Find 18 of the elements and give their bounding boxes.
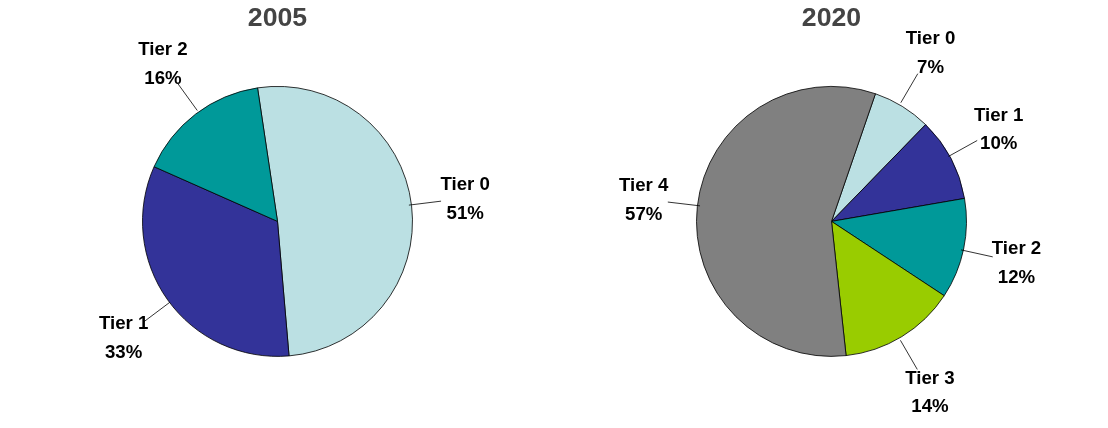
chart-title: 2005 [247, 1, 308, 32]
data-label: 10% [980, 132, 1018, 154]
slice-label: Tier 4 [618, 174, 670, 196]
slice-label: Tier 3 [905, 366, 955, 388]
data-label: 14% [911, 395, 950, 417]
data-label: 7% [917, 55, 945, 77]
data-label: 12% [997, 265, 1036, 287]
data-label: 51% [446, 201, 485, 223]
data-label: 16% [144, 66, 183, 88]
slice-label: Tier 0 [905, 27, 956, 49]
chart-title: 2020 [801, 1, 862, 32]
slice-label: Tier 1 [973, 103, 1024, 125]
data-label: 57% [625, 202, 663, 224]
slice-label: Tier 2 [138, 38, 188, 60]
slice-label: Tier 1 [98, 312, 149, 334]
slice-label: Tier 2 [991, 237, 1042, 259]
slice-label: Tier 0 [440, 173, 490, 195]
data-label: 33% [104, 340, 143, 362]
